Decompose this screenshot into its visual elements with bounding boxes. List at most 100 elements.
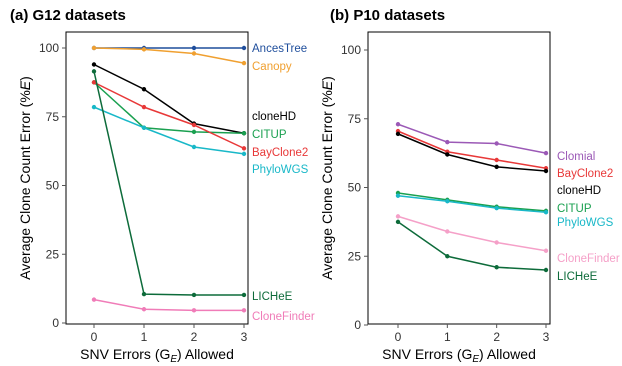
chart-b-series-label-phylowgs: PhyloWGS [557, 217, 614, 229]
chart-a-point-clonefinder [91, 297, 97, 302]
chart-b-line-clonehd [397, 133, 547, 172]
chart-a-point-bayclone2 [191, 122, 197, 128]
chart-b-line-citup [397, 192, 547, 212]
chart-a-series-label-canopy: Canopy [252, 61, 292, 73]
chart-a-series-label-clonefinder: CloneFinder [252, 311, 315, 323]
chart-b-y-tick-label: 25 [348, 249, 362, 263]
chart-a-point-citup [191, 129, 197, 135]
chart-a-line-phylowgs [93, 106, 245, 155]
chart-a-point-phylowgs [141, 125, 147, 130]
chart-a-line-bayclone2 [93, 81, 245, 150]
chart-b-point-clonefinder [445, 229, 450, 234]
chart-a-x-tick-label: 3 [241, 330, 248, 344]
chart-a-series-label-clonehd: cloneHD [252, 111, 296, 123]
chart-b-series-label-bayclone2: BayClone2 [557, 168, 613, 180]
chart-b-y-axis-label: Average Clone Count Error (%E) [319, 76, 335, 280]
chart-a-point-clonefinder [141, 307, 147, 312]
chart-a-y-tick-label: 50 [46, 179, 60, 193]
panel-a: (a) G12 datasets 0 25 50 75 100 0 1 2 3 SNV Errors… [10, 7, 315, 365]
chart-b-series-label-clomial: Clomial [557, 151, 595, 163]
chart-b-x-tick-label: 3 [543, 330, 550, 344]
chart-a-line-clonehd [93, 63, 245, 134]
chart-b-point-phylowgs [543, 210, 549, 215]
chart-a-title: (a) G12 datasets [10, 7, 126, 24]
chart-b-point-clonefinder [543, 248, 549, 253]
chart-b-point-phylowgs [445, 199, 450, 204]
chart-b-point-lichee [494, 265, 499, 270]
chart-a-point-bayclone2 [91, 80, 97, 85]
chart-a-plot-frame [65, 31, 249, 325]
chart-b-point-phylowgs [395, 193, 401, 198]
chart-b-point-clonehd [395, 131, 401, 137]
chart-b-line-clomial [397, 123, 547, 154]
chart-b-line-phylowgs [397, 195, 547, 213]
chart-a-series-label-citup: CITUP [252, 129, 287, 141]
chart-a-point-lichee [191, 292, 197, 298]
chart-a-x-tick-label: 1 [141, 330, 148, 344]
chart-a-point-lichee [241, 292, 247, 298]
chart-b-point-clonehd [494, 164, 499, 170]
chart-b-point-clonefinder [494, 240, 499, 245]
chart-a-y-axis-label: Average Clone Count Error (%E) [17, 76, 33, 280]
chart-b-point-clomial [395, 122, 401, 127]
chart-a-x-tick-label: 0 [91, 330, 98, 344]
chart-b-point-clomial [543, 150, 549, 156]
chart-a-point-clonehd [141, 87, 147, 92]
chart-a-line-citup [93, 81, 245, 134]
chart-a-y-tick-label: 25 [46, 247, 60, 261]
chart-b-point-clonehd [445, 152, 450, 157]
chart-b-point-lichee [543, 267, 549, 273]
chart-b-series-label-clonefinder: CloneFinder [557, 253, 620, 265]
chart-a-series-label-bayclone2: BayClone2 [252, 147, 308, 159]
chart-a-point-clonefinder [191, 308, 197, 313]
chart-b-x-tick-label: 2 [493, 330, 500, 344]
chart-a-point-ancestree [191, 45, 197, 51]
chart-a-x-axis-label: SNV Errors (GE) Allowed [80, 346, 234, 365]
chart-a-x-tick-label: 2 [191, 330, 198, 344]
chart-b-point-clomial [445, 139, 450, 145]
chart-b-plot-frame [367, 31, 551, 325]
chart-b-point-lichee [445, 254, 450, 259]
chart-a-point-canopy [91, 45, 97, 51]
chart-b-panel-letter: b [335, 7, 344, 24]
chart-a-point-clonehd [91, 62, 97, 67]
chart-a-y-tick-label: 0 [52, 316, 59, 330]
chart-a-point-lichee [141, 291, 147, 297]
chart-b-point-clomial [494, 141, 499, 146]
chart-a-y-tick-label: 75 [46, 110, 60, 124]
chart-a-panel-letter: a [15, 7, 24, 24]
chart-a-point-canopy [241, 60, 247, 66]
panel-b: (b) P10 datasets 0 25 50 75 100 0 1 2 3 SNV Errors… [319, 7, 620, 365]
chart-b-y-tick-label: 100 [341, 43, 361, 57]
chart-b-line-lichee [397, 221, 547, 271]
chart-b-point-clonefinder [395, 214, 401, 219]
chart-a-point-canopy [191, 51, 197, 56]
chart-b-x-tick-label: 1 [444, 330, 451, 344]
chart-b-point-lichee [395, 219, 401, 225]
chart-a-line-canopy [93, 47, 245, 64]
chart-b-point-bayclone2 [494, 157, 499, 163]
chart-a-line-clonefinder [93, 298, 244, 312]
chart-a-point-lichee [91, 69, 97, 74]
chart-b-line-bayclone2 [397, 130, 547, 169]
chart-a-point-ancestree [241, 45, 247, 51]
chart-a-series-label-lichee: LICHeE [252, 291, 293, 303]
chart-a-point-citup [241, 131, 247, 136]
chart-a-line-lichee [93, 71, 244, 296]
chart-b-line-clonefinder [397, 215, 547, 252]
chart-a-y-tick-label: 100 [39, 41, 59, 55]
chart-a-point-phylowgs [241, 151, 247, 157]
chart-b-y-tick-label: 0 [354, 318, 361, 332]
chart-b-y-tick-label: 50 [348, 181, 362, 195]
chart-b-x-tick-label: 0 [395, 330, 402, 344]
chart-a-point-canopy [141, 47, 147, 52]
chart-b-series-label-citup: CITUP [557, 203, 592, 215]
chart-a-point-bayclone2 [141, 104, 147, 110]
chart-b-x-axis-label: SNV Errors (GE) Allowed [382, 346, 536, 365]
chart-a-point-phylowgs [191, 144, 197, 150]
chart-a-series-label-ancestree: AncesTree [252, 43, 307, 55]
chart-b-series-label-lichee: LICHeE [557, 271, 598, 283]
chart-a-point-bayclone2 [241, 146, 247, 151]
chart-b-title: (b) P10 datasets [330, 7, 445, 24]
